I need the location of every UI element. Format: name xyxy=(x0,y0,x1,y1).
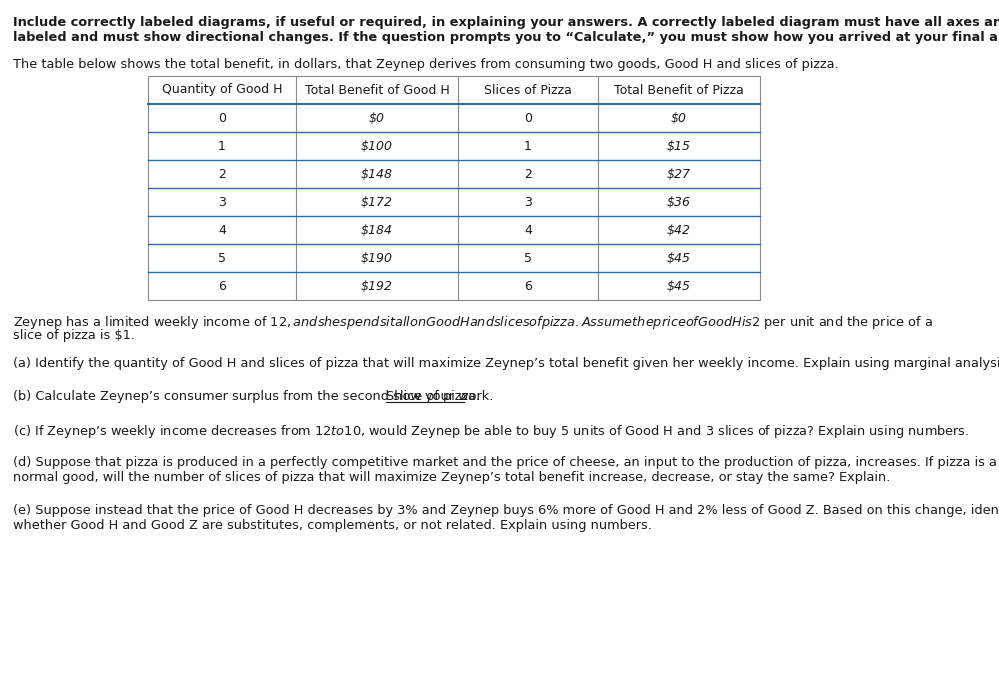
Text: whether Good H and Good Z are substitutes, complements, or not related. Explain : whether Good H and Good Z are substitute… xyxy=(13,519,652,532)
Text: 6: 6 xyxy=(218,279,226,292)
Text: The table below shows the total benefit, in dollars, that Zeynep derives from co: The table below shows the total benefit,… xyxy=(13,58,838,71)
Text: (a) Identify the quantity of Good H and slices of pizza that will maximize Zeyne: (a) Identify the quantity of Good H and … xyxy=(13,357,999,370)
Text: (e) Suppose instead that the price of Good H decreases by 3% and Zeynep buys 6% : (e) Suppose instead that the price of Go… xyxy=(13,504,999,517)
Text: $190: $190 xyxy=(361,252,393,264)
Text: (d) Suppose that pizza is produced in a perfectly competitive market and the pri: (d) Suppose that pizza is produced in a … xyxy=(13,456,997,469)
Text: Slices of Pizza: Slices of Pizza xyxy=(485,83,572,96)
Text: 3: 3 xyxy=(218,195,226,208)
Text: Show your work.: Show your work. xyxy=(386,390,494,403)
Text: 2: 2 xyxy=(524,167,531,180)
Text: $184: $184 xyxy=(361,224,393,237)
Text: 2: 2 xyxy=(218,167,226,180)
Text: $172: $172 xyxy=(361,195,393,208)
Text: normal good, will the number of slices of pizza that will maximize Zeynep’s tota: normal good, will the number of slices o… xyxy=(13,471,890,484)
Text: 4: 4 xyxy=(218,224,226,237)
Text: $192: $192 xyxy=(361,279,393,292)
Text: Total Benefit of Pizza: Total Benefit of Pizza xyxy=(614,83,744,96)
Text: $36: $36 xyxy=(667,195,691,208)
Text: 5: 5 xyxy=(524,252,532,264)
Text: 5: 5 xyxy=(218,252,226,264)
Text: $45: $45 xyxy=(667,279,691,292)
Text: $27: $27 xyxy=(667,167,691,180)
Text: Include correctly labeled diagrams, if useful or required, in explaining your an: Include correctly labeled diagrams, if u… xyxy=(13,16,999,29)
Text: Zeynep has a limited weekly income of $12, and she spends it all on Good H and s: Zeynep has a limited weekly income of $1… xyxy=(13,314,933,331)
Text: $0: $0 xyxy=(671,111,687,125)
Text: $42: $42 xyxy=(667,224,691,237)
Text: 6: 6 xyxy=(524,279,531,292)
Text: (b) Calculate Zeynep’s consumer surplus from the second slice of pizza.: (b) Calculate Zeynep’s consumer surplus … xyxy=(13,390,485,403)
Text: $0: $0 xyxy=(369,111,385,125)
Text: slice of pizza is $1.: slice of pizza is $1. xyxy=(13,329,135,342)
Text: Total Benefit of Good H: Total Benefit of Good H xyxy=(305,83,450,96)
Text: 4: 4 xyxy=(524,224,531,237)
Text: $15: $15 xyxy=(667,140,691,153)
Text: 0: 0 xyxy=(218,111,226,125)
Text: $45: $45 xyxy=(667,252,691,264)
Text: $148: $148 xyxy=(361,167,393,180)
Text: 3: 3 xyxy=(524,195,531,208)
Text: $100: $100 xyxy=(361,140,393,153)
Text: 1: 1 xyxy=(218,140,226,153)
Text: Quantity of Good H: Quantity of Good H xyxy=(162,83,283,96)
Text: 1: 1 xyxy=(524,140,531,153)
Bar xyxy=(148,76,760,300)
Text: (c) If Zeynep’s weekly income decreases from $12 to $10, would Zeynep be able to: (c) If Zeynep’s weekly income decreases … xyxy=(13,423,969,440)
Text: labeled and must show directional changes. If the question prompts you to “Calcu: labeled and must show directional change… xyxy=(13,31,999,44)
Text: 0: 0 xyxy=(524,111,532,125)
